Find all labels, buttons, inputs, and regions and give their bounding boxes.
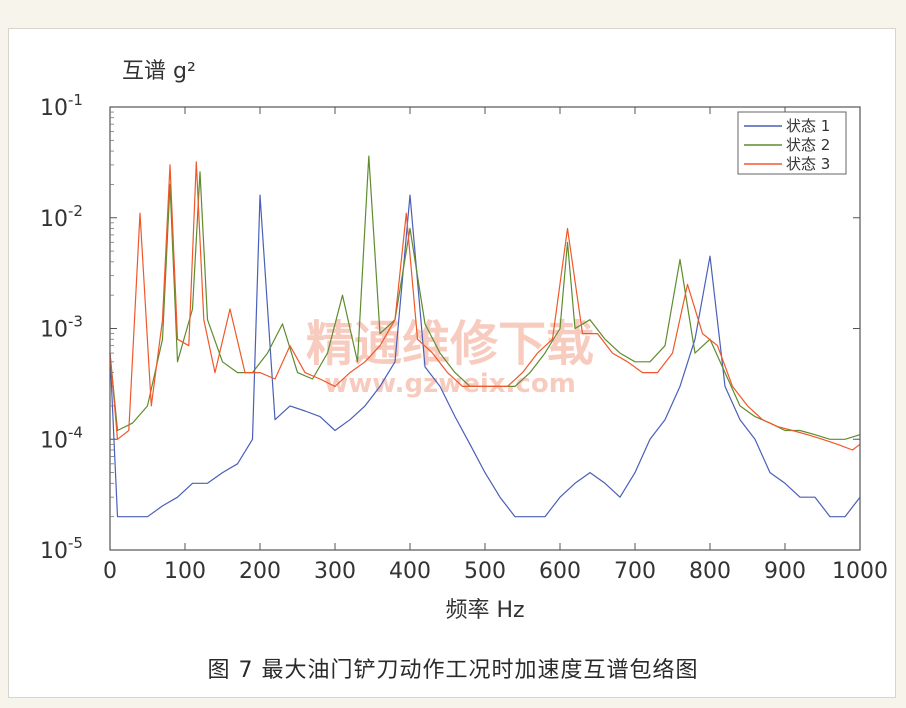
legend-label-1: 状态 1 <box>786 117 830 135</box>
x-tick-label: 500 <box>464 559 506 584</box>
y-tick-label: 10-4 <box>40 423 83 453</box>
x-tick-label: 600 <box>539 559 581 584</box>
legend-label-3: 状态 3 <box>786 155 830 173</box>
x-tick-label: 400 <box>389 559 431 584</box>
x-axis-title: 频率 Hz <box>445 598 524 623</box>
legend: 状态 1状态 2状态 3 <box>737 111 847 175</box>
legend-label-2: 状态 2 <box>786 136 830 154</box>
x-tick-label: 100 <box>164 559 206 584</box>
figure-caption: 图 7 最大油门铲刀动作工况时加速度互谱包络图 <box>207 658 699 683</box>
x-tick-label: 800 <box>689 559 731 584</box>
watermark: 精通维修下载 www.gzweix.com <box>306 316 594 399</box>
x-tick-label: 1000 <box>832 559 888 584</box>
series-line-3 <box>109 161 861 451</box>
x-tick-label: 0 <box>103 559 117 584</box>
series-line-1 <box>109 194 861 518</box>
x-tick-label: 900 <box>764 559 806 584</box>
y-tick-label: 10-2 <box>40 202 83 232</box>
x-tick-label: 200 <box>239 559 281 584</box>
watermark-line2: www.gzweix.com <box>324 369 576 399</box>
x-tick-label: 700 <box>614 559 656 584</box>
y-tick-label: 10-3 <box>40 313 83 343</box>
axis-ticks: 0 100 200 300 400 500 600 700 800 900 1000 10-5 10-4… <box>40 91 888 584</box>
y-tick-label: 10-1 <box>40 91 83 121</box>
y-axis-title: 互谱 g² <box>122 59 196 84</box>
x-tick-label: 300 <box>314 559 356 584</box>
y-tick-label: 10-5 <box>40 534 83 564</box>
series-group <box>109 155 861 518</box>
